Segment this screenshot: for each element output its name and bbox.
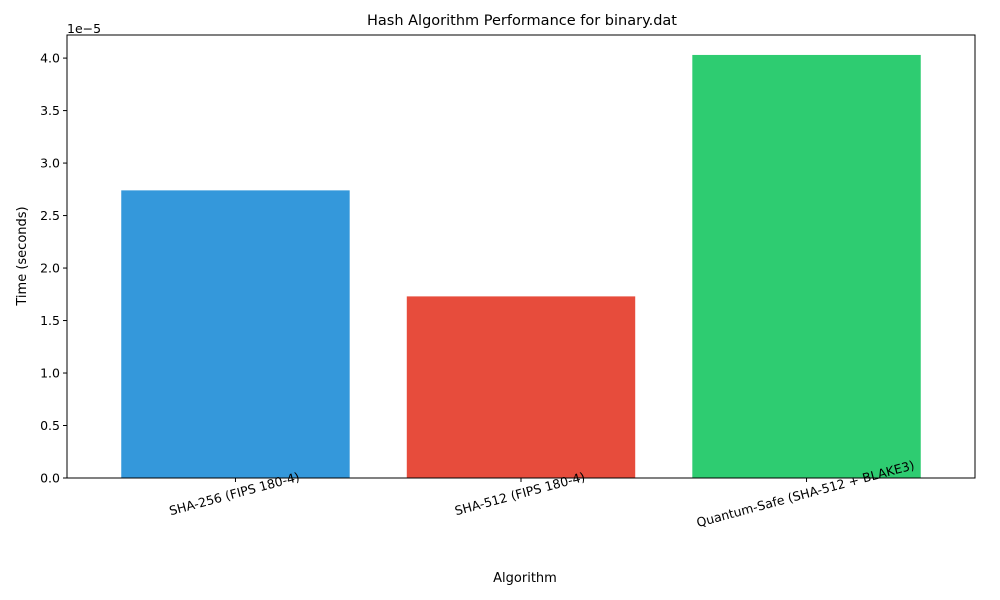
y-tick-label: 2.0	[40, 261, 60, 276]
y-tick-label: 2.5	[40, 208, 60, 223]
y-tick-label: 0.5	[40, 418, 60, 433]
plot-frame	[66, 34, 976, 479]
y-ticks-layer: 0.0 0.5 1.0 1.5 2.0 2.5 3.0 3.5 4.0	[40, 51, 67, 486]
y-tick-label: 3.5	[40, 103, 60, 118]
y-tick-label: 1.5	[40, 313, 60, 328]
y-tick-label: 4.0	[40, 51, 60, 66]
bar-1	[121, 190, 350, 478]
bar-2	[406, 296, 636, 478]
bars-layer	[121, 54, 921, 479]
y-axis-offset-label: 1e−5	[67, 21, 101, 36]
y-tick-label: 0.0	[40, 471, 60, 486]
chart-title: Hash Algorithm Performance for binary.da…	[367, 13, 677, 29]
y-axis-label: Time (seconds)	[15, 206, 30, 306]
y-tick-label: 1.0	[40, 366, 60, 381]
x-axis-label: Algorithm	[493, 571, 557, 586]
bar-3	[692, 54, 921, 479]
y-tick-label: 3.0	[40, 156, 60, 171]
